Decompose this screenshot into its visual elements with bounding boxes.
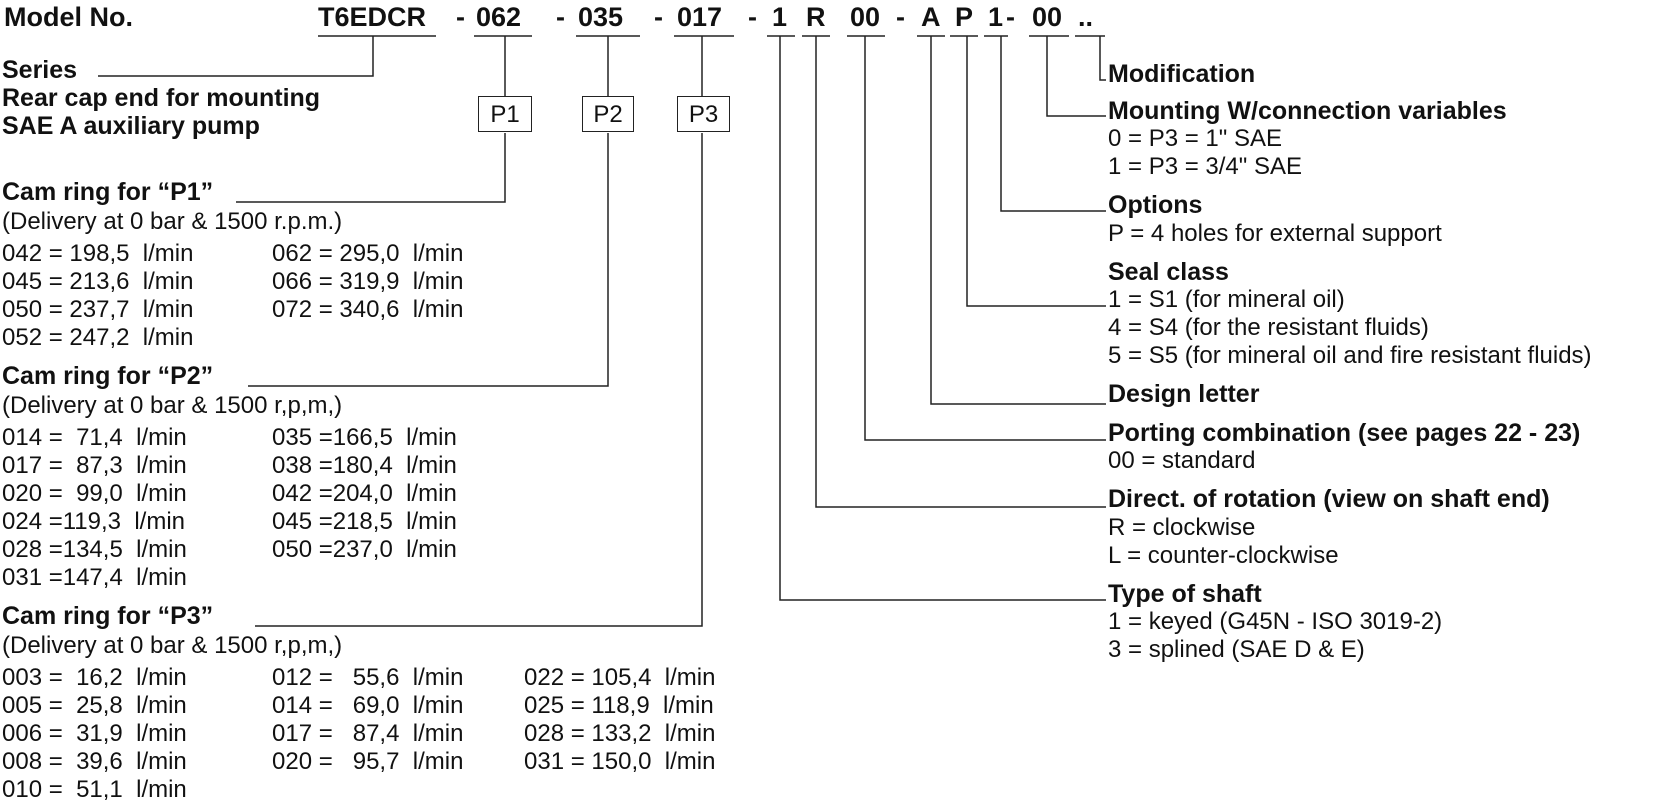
- p3-row: 010 = 51,1 l/min: [2, 776, 187, 803]
- options-title: Options: [1108, 191, 1203, 219]
- p3-row: 012 = 55,6 l/min: [272, 664, 464, 691]
- p3-row: 017 = 87,4 l/min: [272, 720, 464, 747]
- p3-row: 008 = 39,6 l/min: [2, 748, 187, 775]
- code-porting: 00: [850, 2, 881, 32]
- code-modification: ..: [1078, 2, 1094, 32]
- p3-row: 003 = 16,2 l/min: [2, 664, 187, 691]
- code-separator: -: [556, 2, 565, 32]
- code-separator: -: [654, 2, 663, 32]
- seal-class-option: 4 = S4 (for the resistant fluids): [1108, 314, 1429, 341]
- mounting-option: 1 = P3 = 3/4" SAE: [1108, 153, 1302, 180]
- p1-row: 052 = 247,2 l/min: [2, 324, 194, 351]
- p2-row: 024 =119,3 l/min: [2, 508, 186, 535]
- code-p1: 062: [476, 2, 522, 32]
- code-series: T6EDCR: [318, 2, 427, 32]
- p1-subtitle: (Delivery at 0 bar & 1500 r.p.m.): [2, 208, 343, 235]
- code-separator: -: [896, 2, 905, 32]
- p2-subtitle: (Delivery at 0 bar & 1500 r,p,m,): [2, 392, 343, 419]
- code-p3: 017: [677, 2, 723, 32]
- code-separator: -: [748, 2, 757, 32]
- rotation-title: Direct. of rotation (view on shaft end): [1108, 485, 1550, 513]
- rotation-option: R = clockwise: [1108, 514, 1256, 541]
- p2-row: 038 =180,4 l/min: [272, 452, 457, 479]
- code-options: 1: [988, 2, 1004, 32]
- p3-row: 031 = 150,0 l/min: [524, 748, 716, 775]
- p3-box: P3: [677, 96, 730, 132]
- p2-row: 035 =166,5 l/min: [272, 424, 457, 451]
- seal-class-option: 1 = S1 (for mineral oil): [1108, 286, 1345, 313]
- p1-row: 072 = 340,6 l/min: [272, 296, 464, 323]
- porting-title: Porting combination (see pages 22 - 23): [1108, 419, 1581, 447]
- p1-row: 062 = 295,0 l/min: [272, 240, 464, 267]
- p3-row: 014 = 69,0 l/min: [272, 692, 464, 719]
- p1-row: 045 = 213,6 l/min: [2, 268, 194, 295]
- p3-row: 028 = 133,2 l/min: [524, 720, 716, 747]
- p2-row: 050 =237,0 l/min: [272, 536, 457, 563]
- p2-row: 020 = 99,0 l/min: [2, 480, 187, 507]
- p1-row: 042 = 198,5 l/min: [2, 240, 194, 267]
- code-mounting: 00: [1032, 2, 1063, 32]
- code-rotation: R: [806, 2, 826, 32]
- code-shaft: 1: [772, 2, 788, 32]
- porting-option: 00 = standard: [1108, 447, 1256, 474]
- model-number-label: Model No.: [4, 2, 133, 32]
- p2-title: Cam ring for “P2”: [2, 362, 214, 390]
- rotation-option: L = counter-clockwise: [1108, 542, 1339, 569]
- p2-row: 017 = 87,3 l/min: [2, 452, 187, 479]
- p3-row: 022 = 105,4 l/min: [524, 664, 716, 691]
- shaft-option: 1 = keyed (G45N - ISO 3019-2): [1108, 608, 1443, 635]
- code-seal: P: [955, 2, 974, 32]
- mounting-option: 0 = P3 = 1" SAE: [1108, 125, 1282, 152]
- p3-title: Cam ring for “P3”: [2, 602, 214, 630]
- design-letter-title: Design letter: [1108, 380, 1260, 408]
- p1-row: 050 = 237,7 l/min: [2, 296, 194, 323]
- code-separator: -: [1006, 2, 1015, 32]
- mounting-title: Mounting W/connection variables: [1108, 97, 1507, 125]
- p3-subtitle: (Delivery at 0 bar & 1500 r,p,m,): [2, 632, 343, 659]
- seal-class-option: 5 = S5 (for mineral oil and fire resista…: [1108, 342, 1592, 369]
- options-option: P = 4 holes for external support: [1108, 220, 1442, 247]
- p1-box: P1: [478, 96, 532, 132]
- code-separator: -: [456, 2, 465, 32]
- p1-title: Cam ring for “P1”: [2, 178, 214, 206]
- p2-box: P2: [582, 96, 634, 132]
- p2-row: 042 =204,0 l/min: [272, 480, 457, 507]
- p1-row: 066 = 319,9 l/min: [272, 268, 464, 295]
- p2-row: 031 =147,4 l/min: [2, 564, 187, 591]
- code-design: A: [921, 2, 941, 32]
- seal-class-title: Seal class: [1108, 258, 1229, 286]
- p3-row: 006 = 31,9 l/min: [2, 720, 187, 747]
- p2-row: 014 = 71,4 l/min: [2, 424, 187, 451]
- p2-row: 045 =218,5 l/min: [272, 508, 457, 535]
- p2-row: 028 =134,5 l/min: [2, 536, 187, 563]
- p3-row: 025 = 118,9 l/min: [524, 692, 714, 719]
- rear-cap-label-2: SAE A auxiliary pump: [2, 112, 260, 140]
- p3-row: 005 = 25,8 l/min: [2, 692, 187, 719]
- series-label: Series: [2, 56, 78, 84]
- p3-row: 020 = 95,7 l/min: [272, 748, 464, 775]
- shaft-title: Type of shaft: [1108, 580, 1262, 608]
- rear-cap-label-1: Rear cap end for mounting: [2, 84, 321, 112]
- code-p2: 035: [578, 2, 624, 32]
- shaft-option: 3 = splined (SAE D & E): [1108, 636, 1365, 663]
- modification-title: Modification: [1108, 60, 1256, 88]
